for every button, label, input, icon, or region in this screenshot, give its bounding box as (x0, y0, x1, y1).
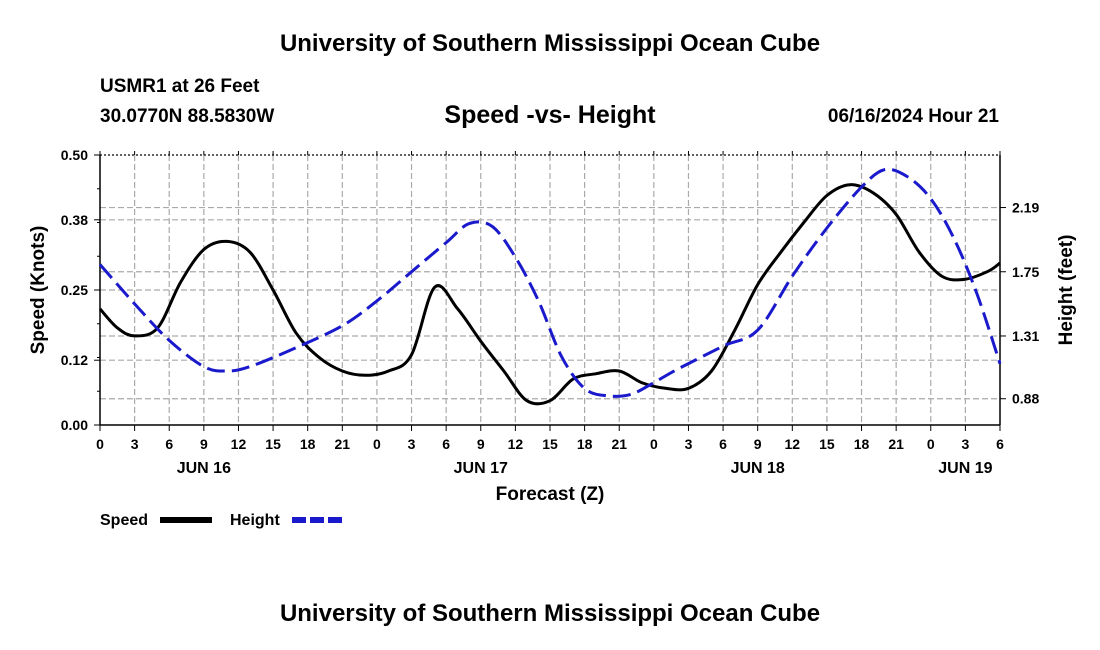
y-axis-title-right: Height (feet) (1056, 235, 1077, 346)
x-tick-label: 15 (265, 436, 281, 452)
x-tick-label: 0 (927, 436, 935, 452)
x-tick-label: 0 (373, 436, 381, 452)
y-tick-label-right: 1.31 (1012, 328, 1039, 344)
y-tick-label-right: 0.88 (1012, 391, 1039, 407)
footer-title: University of Southern Mississippi Ocean… (279, 600, 821, 627)
x-tick-label: 21 (611, 436, 627, 452)
x-tick-label: 3 (131, 436, 139, 452)
x-tick-label: 18 (854, 436, 870, 452)
y-tick-label-left: 0.25 (61, 282, 88, 298)
x-tick-label: 15 (542, 436, 558, 452)
main-title: University of Southern Mississippi Ocean… (279, 30, 821, 57)
x-day-label: JUN 18 (731, 460, 785, 477)
station-label: USMR1 at 26 Feet (100, 76, 260, 97)
x-tick-label: 6 (442, 436, 450, 452)
x-tick-label: 12 (231, 436, 247, 452)
y-tick-label-right: 1.75 (1012, 264, 1039, 280)
x-tick-label: 6 (165, 436, 173, 452)
height-series-line (98, 167, 1002, 398)
x-tick-label: 0 (650, 436, 658, 452)
x-day-label: JUN 16 (177, 460, 231, 477)
coordinates-label: 30.0770N 88.5830W (100, 106, 275, 127)
legend-speed-label: Speed (100, 512, 148, 529)
x-axis-title: Forecast (Z) (496, 484, 605, 505)
x-tick-label: 18 (300, 436, 316, 452)
x-tick-label: 3 (408, 436, 416, 452)
x-tick-label: 3 (961, 436, 969, 452)
x-tick-label: 18 (577, 436, 593, 452)
speed-series-line (98, 183, 1001, 406)
x-tick-label: 0 (96, 436, 104, 452)
x-tick-label: 6 (996, 436, 1004, 452)
x-tick-label: 9 (754, 436, 762, 452)
y-tick-label-left: 0.50 (61, 147, 88, 163)
y-tick-label-right: 2.19 (1012, 200, 1039, 216)
x-tick-label: 9 (200, 436, 208, 452)
forecast-datetime: 06/16/2024 Hour 21 (827, 106, 999, 127)
x-tick-label: 15 (819, 436, 835, 452)
y-tick-label-left: 0.12 (61, 352, 88, 368)
legend-height-label: Height (230, 512, 280, 529)
x-tick-label: 3 (685, 436, 693, 452)
x-tick-label: 21 (888, 436, 904, 452)
x-day-label: JUN 17 (454, 460, 508, 477)
x-tick-label: 9 (477, 436, 485, 452)
x-tick-label: 6 (719, 436, 727, 452)
y-tick-label-left: 0.00 (61, 417, 88, 433)
x-tick-label: 12 (785, 436, 801, 452)
x-day-label: JUN 19 (938, 460, 992, 477)
y-tick-label-left: 0.38 (61, 212, 88, 228)
y-axis-title-left: Speed (Knots) (28, 226, 49, 355)
x-tick-label: 21 (335, 436, 351, 452)
chart-subtitle: Speed -vs- Height (444, 101, 656, 129)
x-tick-label: 12 (508, 436, 524, 452)
